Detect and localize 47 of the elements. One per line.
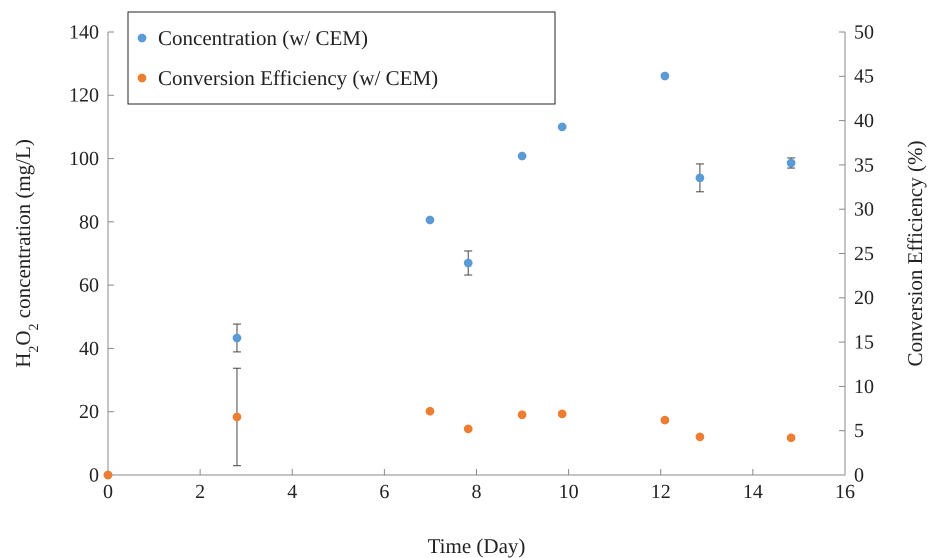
y-tick-label: 120 <box>69 84 99 107</box>
legend-label: Conversion Efficiency (w/ CEM) <box>158 66 438 90</box>
y-tick-label: 40 <box>79 338 99 360</box>
point <box>660 416 670 424</box>
y2-tick-label: 30 <box>854 198 874 221</box>
y2-tick-label: 25 <box>854 242 874 265</box>
y2-tick-label: 5 <box>854 420 864 442</box>
y-tick-label: 100 <box>69 148 99 170</box>
y2-tick-label: 20 <box>854 287 874 310</box>
point <box>696 174 704 182</box>
x-tick-label: 4 <box>287 481 298 504</box>
y2-tick-label: 40 <box>854 110 874 132</box>
point <box>518 152 526 160</box>
x-tick-label: 10 <box>558 481 579 504</box>
y2-tick-label: 15 <box>854 332 874 354</box>
point <box>426 406 434 416</box>
legend-label: Concentration (w/ CEM) <box>158 26 368 50</box>
y-tick-label: 60 <box>79 274 99 297</box>
x-tick-label: 14 <box>742 481 763 504</box>
point <box>232 334 242 342</box>
x-tick-label: 16 <box>835 481 855 504</box>
y2-tick-label: 50 <box>854 21 874 44</box>
point <box>696 432 704 442</box>
point <box>786 433 796 442</box>
y-tick-label: 80 <box>79 211 99 234</box>
x-tick-label: 6 <box>379 481 390 504</box>
x-axis-title: Time (Day) <box>428 534 526 558</box>
y2-tick-label: 35 <box>854 154 874 176</box>
point <box>232 412 242 422</box>
y2-tick-label: 45 <box>854 66 874 88</box>
point <box>426 216 434 224</box>
y-tick-label: 20 <box>79 401 99 424</box>
y2-axis-title: Conversion Efficiency (%) <box>903 140 927 366</box>
y2-tick-label: 10 <box>854 376 874 398</box>
y2-tick-label: 0 <box>854 464 864 486</box>
x-tick-label: 8 <box>472 481 482 504</box>
point <box>660 72 670 80</box>
x-tick-label: 12 <box>650 481 671 504</box>
x-tick-label: 0 <box>103 481 113 504</box>
point <box>518 410 526 420</box>
y-tick-label: 0 <box>89 464 99 486</box>
point <box>464 424 473 434</box>
x-tick-label: 2 <box>195 481 206 504</box>
point <box>558 122 567 132</box>
point <box>464 258 473 268</box>
y-tick-label: 140 <box>69 21 99 44</box>
point <box>558 410 567 418</box>
